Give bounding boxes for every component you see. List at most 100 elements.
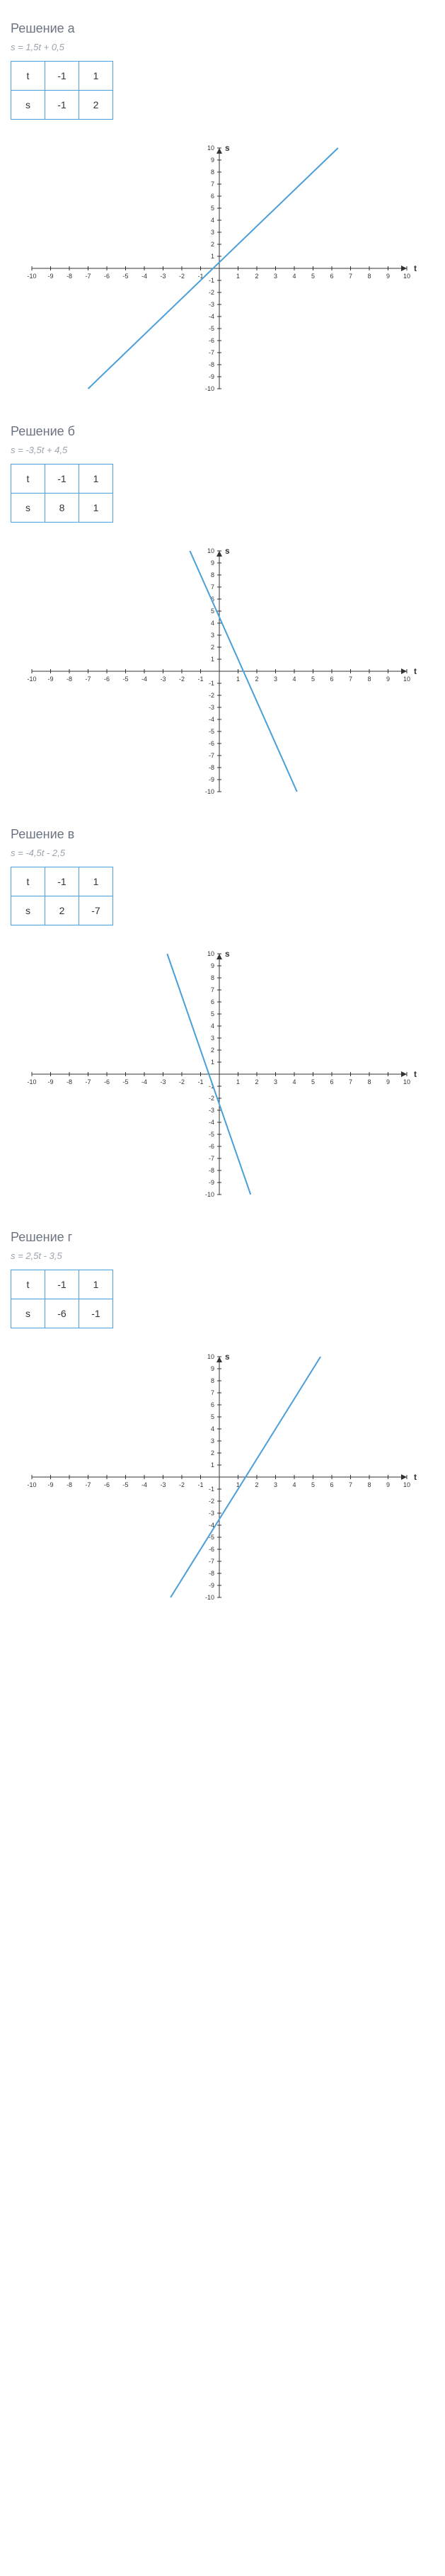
svg-text:6: 6 xyxy=(211,998,214,1005)
svg-text:8: 8 xyxy=(367,1481,371,1488)
svg-text:-7: -7 xyxy=(209,349,214,356)
cell: -1 xyxy=(45,867,79,896)
svg-text:-10: -10 xyxy=(27,676,36,683)
svg-text:3: 3 xyxy=(211,632,214,639)
svg-text:6: 6 xyxy=(211,1401,214,1408)
svg-text:2: 2 xyxy=(255,1078,258,1085)
svg-text:-10: -10 xyxy=(27,1078,36,1085)
svg-text:-4: -4 xyxy=(209,716,214,723)
svg-text:5: 5 xyxy=(211,608,214,615)
svg-text:8: 8 xyxy=(211,1377,214,1384)
svg-text:-10: -10 xyxy=(27,273,36,280)
svg-text:-8: -8 xyxy=(67,1078,72,1085)
cell: -7 xyxy=(79,896,113,925)
svg-text:s: s xyxy=(225,1352,230,1362)
table-row: t -1 1 xyxy=(11,465,113,494)
svg-text:9: 9 xyxy=(386,1078,390,1085)
cell: 8 xyxy=(45,494,79,523)
svg-text:1: 1 xyxy=(211,1461,214,1469)
svg-text:5: 5 xyxy=(311,273,315,280)
svg-text:9: 9 xyxy=(211,1365,214,1372)
svg-text:4: 4 xyxy=(292,273,296,280)
chart-svg: -10-9-8-7-6-5-4-3-2-112345678910-10-9-8-… xyxy=(11,134,428,403)
solution-d: Решение г s = 2,5t - 3,5 t -1 1 s -6 -1 … xyxy=(11,1230,434,1612)
svg-text:5: 5 xyxy=(211,1010,214,1018)
svg-text:4: 4 xyxy=(292,1481,296,1488)
svg-text:9: 9 xyxy=(211,559,214,566)
solution-title: Решение в xyxy=(11,827,434,842)
svg-text:-4: -4 xyxy=(141,1078,147,1085)
svg-text:8: 8 xyxy=(367,1078,371,1085)
svg-text:10: 10 xyxy=(207,144,214,152)
svg-text:-7: -7 xyxy=(85,273,91,280)
svg-text:s: s xyxy=(225,949,230,959)
cell: -1 xyxy=(45,62,79,91)
svg-text:3: 3 xyxy=(274,1078,277,1085)
cell: 1 xyxy=(79,494,113,523)
svg-text:4: 4 xyxy=(211,217,214,224)
svg-text:8: 8 xyxy=(367,273,371,280)
svg-text:9: 9 xyxy=(386,1481,390,1488)
svg-text:-3: -3 xyxy=(209,301,214,308)
svg-text:-7: -7 xyxy=(209,1155,214,1162)
svg-text:1: 1 xyxy=(211,253,214,260)
svg-text:t: t xyxy=(414,666,417,676)
svg-text:-6: -6 xyxy=(104,676,110,683)
table-row: t -1 1 xyxy=(11,1270,113,1299)
svg-text:1: 1 xyxy=(236,676,240,683)
svg-text:-10: -10 xyxy=(205,1191,214,1198)
svg-text:-5: -5 xyxy=(122,273,128,280)
svg-text:1: 1 xyxy=(211,1059,214,1066)
cell: s xyxy=(11,91,45,120)
svg-text:-9: -9 xyxy=(47,1481,53,1488)
chart: -10-9-8-7-6-5-4-3-2-112345678910-10-9-8-… xyxy=(11,1343,428,1612)
data-table: t -1 1 s 2 -7 xyxy=(11,867,113,925)
svg-text:-9: -9 xyxy=(47,1078,53,1085)
svg-text:5: 5 xyxy=(211,1413,214,1420)
equation: s = -3,5t + 4,5 xyxy=(11,445,434,455)
svg-text:2: 2 xyxy=(211,1047,214,1054)
data-table: t -1 1 s -6 -1 xyxy=(11,1270,113,1328)
cell: s xyxy=(11,896,45,925)
solution-title: Решение г xyxy=(11,1230,434,1245)
svg-text:10: 10 xyxy=(403,1078,410,1085)
svg-text:-4: -4 xyxy=(141,1481,147,1488)
svg-text:-3: -3 xyxy=(160,1078,166,1085)
svg-text:-7: -7 xyxy=(85,1078,91,1085)
svg-text:-4: -4 xyxy=(209,313,214,320)
svg-text:3: 3 xyxy=(211,1437,214,1444)
svg-text:5: 5 xyxy=(211,205,214,212)
table-row: t -1 1 xyxy=(11,867,113,896)
svg-text:-8: -8 xyxy=(67,676,72,683)
svg-text:7: 7 xyxy=(349,676,352,683)
svg-text:s: s xyxy=(225,546,230,556)
cell: t xyxy=(11,62,45,91)
svg-text:-3: -3 xyxy=(160,1481,166,1488)
svg-text:-2: -2 xyxy=(179,273,185,280)
svg-text:-8: -8 xyxy=(209,1570,214,1577)
svg-text:-1: -1 xyxy=(197,676,203,683)
svg-text:-8: -8 xyxy=(209,1167,214,1174)
svg-text:-4: -4 xyxy=(209,1119,214,1126)
svg-text:-8: -8 xyxy=(209,361,214,368)
svg-text:-3: -3 xyxy=(160,676,166,683)
cell: t xyxy=(11,867,45,896)
data-table: t -1 1 s 8 1 xyxy=(11,464,113,523)
cell: -1 xyxy=(45,1270,79,1299)
svg-text:-2: -2 xyxy=(179,676,185,683)
equation: s = -4,5t - 2,5 xyxy=(11,848,434,858)
table-row: t -1 1 xyxy=(11,62,113,91)
cell: -1 xyxy=(45,465,79,494)
svg-text:s: s xyxy=(225,143,230,153)
svg-text:2: 2 xyxy=(255,676,258,683)
svg-text:-5: -5 xyxy=(122,1078,128,1085)
svg-text:-10: -10 xyxy=(205,385,214,392)
svg-text:2: 2 xyxy=(255,273,258,280)
svg-text:7: 7 xyxy=(211,583,214,591)
svg-text:4: 4 xyxy=(211,620,214,627)
svg-text:-10: -10 xyxy=(205,1594,214,1601)
svg-text:-4: -4 xyxy=(141,676,147,683)
svg-text:2: 2 xyxy=(211,644,214,651)
svg-text:t: t xyxy=(414,1069,417,1079)
svg-text:8: 8 xyxy=(367,676,371,683)
